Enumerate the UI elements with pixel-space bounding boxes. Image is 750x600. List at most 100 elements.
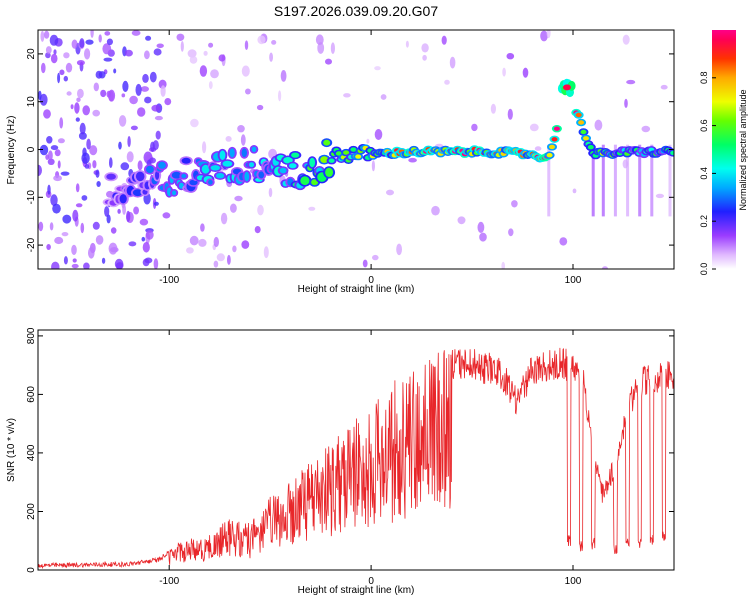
ridge-blob [551, 137, 558, 142]
noise-speckle [54, 236, 64, 245]
y-tick-label: -20 [26, 237, 37, 252]
noise-speckle [137, 160, 143, 171]
colorbar-tick-label: 0.0 [699, 263, 709, 276]
noise-speckle [71, 39, 78, 49]
noise-speckle [534, 146, 542, 151]
noise-speckle [160, 85, 166, 97]
noise-speckle [140, 86, 149, 92]
noise-speckle [153, 201, 159, 206]
noise-speckle [155, 130, 161, 140]
noise-speckle [216, 253, 225, 262]
noise-speckle [49, 222, 54, 231]
smear-streak [547, 144, 551, 217]
noise-speckle [92, 221, 100, 230]
noise-speckle [95, 70, 103, 79]
noise-speckle [52, 203, 61, 214]
noise-speckle [308, 206, 316, 211]
snr-x-label: Height of straight line (km) [298, 585, 415, 596]
noise-speckle [62, 214, 72, 224]
noise-speckle [77, 88, 84, 99]
noise-speckle [72, 209, 79, 222]
ridge-blob [583, 136, 589, 141]
noise-speckle [135, 83, 142, 96]
noise-speckle [386, 189, 394, 196]
noise-speckle [190, 118, 199, 128]
noise-speckle [506, 53, 515, 60]
noise-speckle [189, 235, 199, 246]
figure-title: S197.2026.039.09.20.G07 [274, 3, 438, 19]
noise-speckle [79, 122, 86, 135]
noise-speckle [93, 82, 100, 92]
noise-speckle [81, 195, 88, 201]
ridge-blob [171, 171, 182, 179]
noise-speckle [47, 158, 55, 165]
noise-speckle [271, 40, 277, 45]
colorbar-tick-label: 0.8 [699, 72, 709, 85]
noise-speckle [151, 104, 161, 112]
noise-speckle [76, 60, 85, 66]
spectrogram-heatmap [38, 30, 674, 269]
noise-speckle [61, 232, 69, 237]
noise-speckle [655, 193, 665, 199]
ridge-blob [219, 150, 226, 160]
ridge-blob [289, 163, 297, 169]
noise-speckle [202, 141, 207, 154]
noise-speckle [121, 93, 126, 98]
ridge-blob [146, 165, 154, 174]
noise-speckle [84, 48, 91, 60]
noise-speckle [50, 145, 59, 151]
x-tick-label: -100 [159, 275, 179, 286]
snr-axes: -100 0 100 0 200 400 600 800 [26, 327, 674, 587]
noise-speckle [153, 48, 162, 56]
ridge-blob [325, 167, 334, 177]
colorbar-axes: 0.0 0.2 0.4 0.6 0.8 [699, 72, 716, 276]
smear-streak [668, 144, 672, 217]
noise-speckle [54, 149, 61, 157]
ridge-blob [575, 112, 582, 118]
noise-speckle [53, 49, 57, 55]
noise-speckle [57, 72, 61, 84]
y-tick-label: 600 [26, 386, 37, 403]
noise-speckle [225, 136, 232, 142]
colorbar-tick-label: 0.2 [699, 215, 709, 228]
noise-speckle [210, 69, 219, 79]
noise-speckle [117, 208, 121, 214]
noise-speckle [176, 33, 185, 41]
noise-speckle [141, 236, 146, 242]
ridge-blob [251, 146, 257, 153]
ridge-blob [309, 157, 316, 168]
noise-speckle [106, 214, 111, 224]
noise-speckle [57, 138, 65, 144]
noise-speckle [76, 97, 81, 103]
noise-speckle [234, 195, 243, 202]
noise-speckle [106, 38, 113, 46]
ridge-blob [119, 194, 127, 204]
noise-speckle [109, 157, 113, 169]
noise-speckle [254, 226, 261, 234]
noise-speckle [257, 35, 266, 45]
noise-speckle [80, 222, 85, 234]
noise-speckle [330, 42, 335, 54]
noise-speckle [129, 95, 138, 105]
ridge-blob [350, 147, 357, 152]
noise-speckle [449, 56, 456, 69]
noise-speckle [71, 244, 77, 255]
y-tick-label: 400 [26, 444, 37, 461]
noise-speckle [317, 42, 325, 54]
noise-speckle [144, 96, 152, 104]
noise-speckle [139, 218, 149, 226]
noise-speckle [85, 39, 94, 45]
noise-speckle [145, 230, 154, 240]
noise-speckle [98, 34, 102, 43]
noise-speckle [431, 205, 440, 216]
noise-speckle [149, 71, 157, 83]
noise-speckle [50, 53, 58, 64]
ridge-blob [135, 171, 145, 182]
noise-speckle [362, 259, 368, 268]
noise-speckle [43, 30, 50, 39]
y-tick-label: 200 [26, 503, 37, 520]
noise-speckle [180, 41, 184, 52]
noise-speckle [241, 65, 250, 77]
x-tick-label: 0 [368, 576, 374, 587]
